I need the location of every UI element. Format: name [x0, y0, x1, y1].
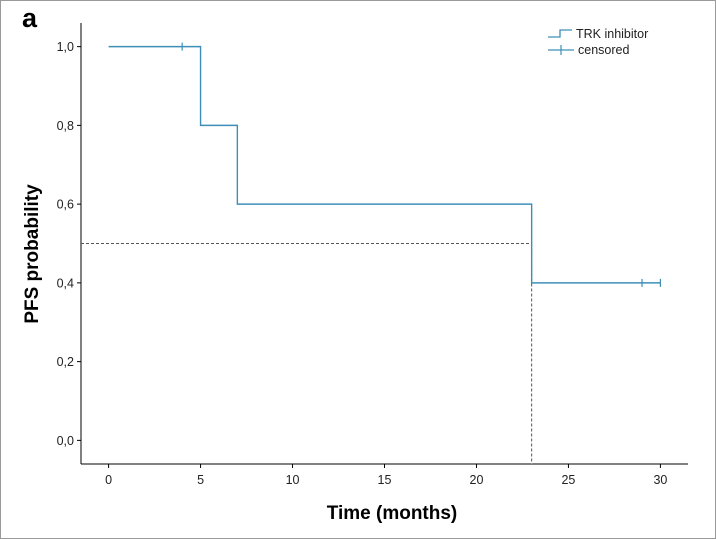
x-tick-label: 15 — [378, 473, 392, 487]
legend-label-censored: censored — [578, 43, 629, 57]
km-curve — [108, 45, 661, 284]
survival-curves — [108, 42, 662, 287]
y-tick-label: 0,2 — [57, 355, 74, 369]
x-tick-label: 20 — [470, 473, 484, 487]
axes: 0,0 0,2 0,4 0,6 0,8 1,0 0 5 10 15 20 25 30 — [57, 23, 688, 487]
x-tick-label: 10 — [286, 473, 300, 487]
y-tick-label: 0,4 — [57, 276, 74, 290]
panel-label: a — [22, 3, 38, 33]
y-tick-label: 1,0 — [57, 40, 74, 54]
legend-curve-swatch — [548, 29, 572, 38]
x-tick-label: 0 — [105, 473, 112, 487]
legend-label-curve: TRK inhibitor — [576, 27, 648, 41]
x-tick-label: 30 — [653, 473, 667, 487]
x-tick-label: 5 — [197, 473, 204, 487]
x-tick-label: 25 — [561, 473, 575, 487]
legend: TRK inhibitor censored — [548, 27, 648, 57]
median-reference-lines — [81, 243, 533, 464]
y-tick-label: 0,0 — [57, 434, 74, 448]
y-tick-label: 0,8 — [57, 119, 74, 133]
y-axis-title: PFS probability — [22, 184, 43, 324]
x-axis-title: Time (months) — [327, 503, 458, 524]
y-tick-label: 0,6 — [57, 198, 74, 212]
